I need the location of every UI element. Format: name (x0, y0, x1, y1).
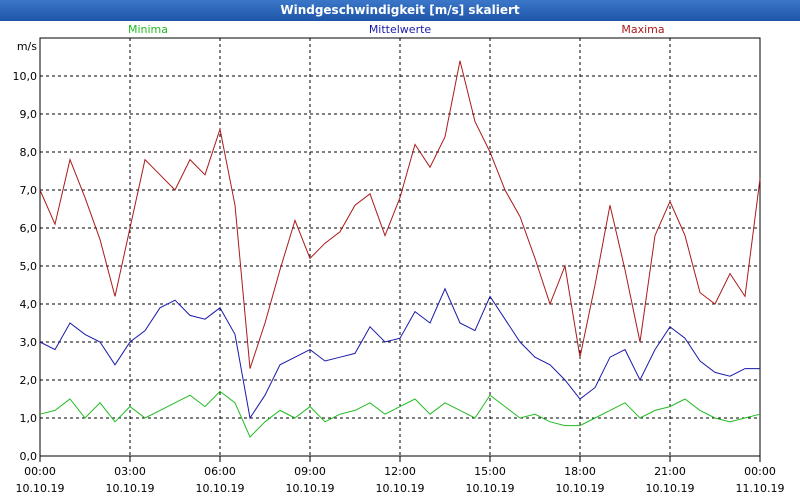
y-tick-label: 7,0 (20, 184, 38, 197)
series-line-mittelwerte (39, 287, 760, 420)
series-line-maxima (39, 60, 761, 369)
x-tick-date: 10.10.19 (106, 482, 155, 495)
x-tick-time: 18:00 (564, 465, 596, 478)
x-tick-time: 06:00 (204, 465, 236, 478)
x-tick-date: 10.10.19 (556, 482, 605, 495)
y-tick-label: 9,0 (20, 108, 38, 121)
series-line-minima (39, 390, 761, 438)
x-tick-date: 10.10.19 (376, 482, 425, 495)
y-tick-label: 8,0 (20, 146, 38, 159)
y-tick-label: 10,0 (13, 70, 38, 83)
x-tick-time: 12:00 (384, 465, 416, 478)
legend-mittelwerte: Mittelwerte (369, 23, 432, 36)
x-tick-date: 10.10.19 (16, 482, 65, 495)
x-tick-date: 10.10.19 (196, 482, 245, 495)
y-axis: 0,0 1,0 2,0 3,0 4,0 5,0 6,0 7,0 8,0 9,0 10,0 m/s (13, 40, 38, 463)
chart-title: Windgeschwindigkeit [m/s] skaliert (0, 0, 800, 21)
x-tick-time: 03:00 (114, 465, 146, 478)
y-axis-label: m/s (17, 40, 37, 53)
x-tick-date: 11.10.19 (736, 482, 785, 495)
legend: Minima Mittelwerte Maxima (128, 23, 665, 36)
x-tick-time: 00:00 (24, 465, 56, 478)
x-tick-date: 10.10.19 (286, 482, 335, 495)
y-tick-label: 6,0 (20, 222, 38, 235)
series-lines (39, 60, 761, 438)
x-tick-time: 15:00 (474, 465, 506, 478)
legend-minima: Minima (128, 23, 168, 36)
y-tick-label: 5,0 (20, 260, 38, 273)
x-tick-date: 10.10.19 (646, 482, 695, 495)
y-tick-label: 4,0 (20, 298, 38, 311)
x-tick-time: 00:00 (744, 465, 776, 478)
y-tick-label: 2,0 (20, 374, 38, 387)
x-tick-date: 10.10.19 (466, 482, 515, 495)
grid (40, 38, 760, 456)
legend-maxima: Maxima (621, 23, 664, 36)
x-tick-time: 21:00 (654, 465, 686, 478)
y-tick-label: 1,0 (20, 412, 38, 425)
y-tick-label: 0,0 (20, 450, 38, 463)
x-tick-time: 09:00 (294, 465, 326, 478)
x-axis: 00:00 10.10.19 03:00 10.10.19 06:00 10.10.19 0… (16, 456, 785, 495)
y-tick-label: 3,0 (20, 336, 38, 349)
